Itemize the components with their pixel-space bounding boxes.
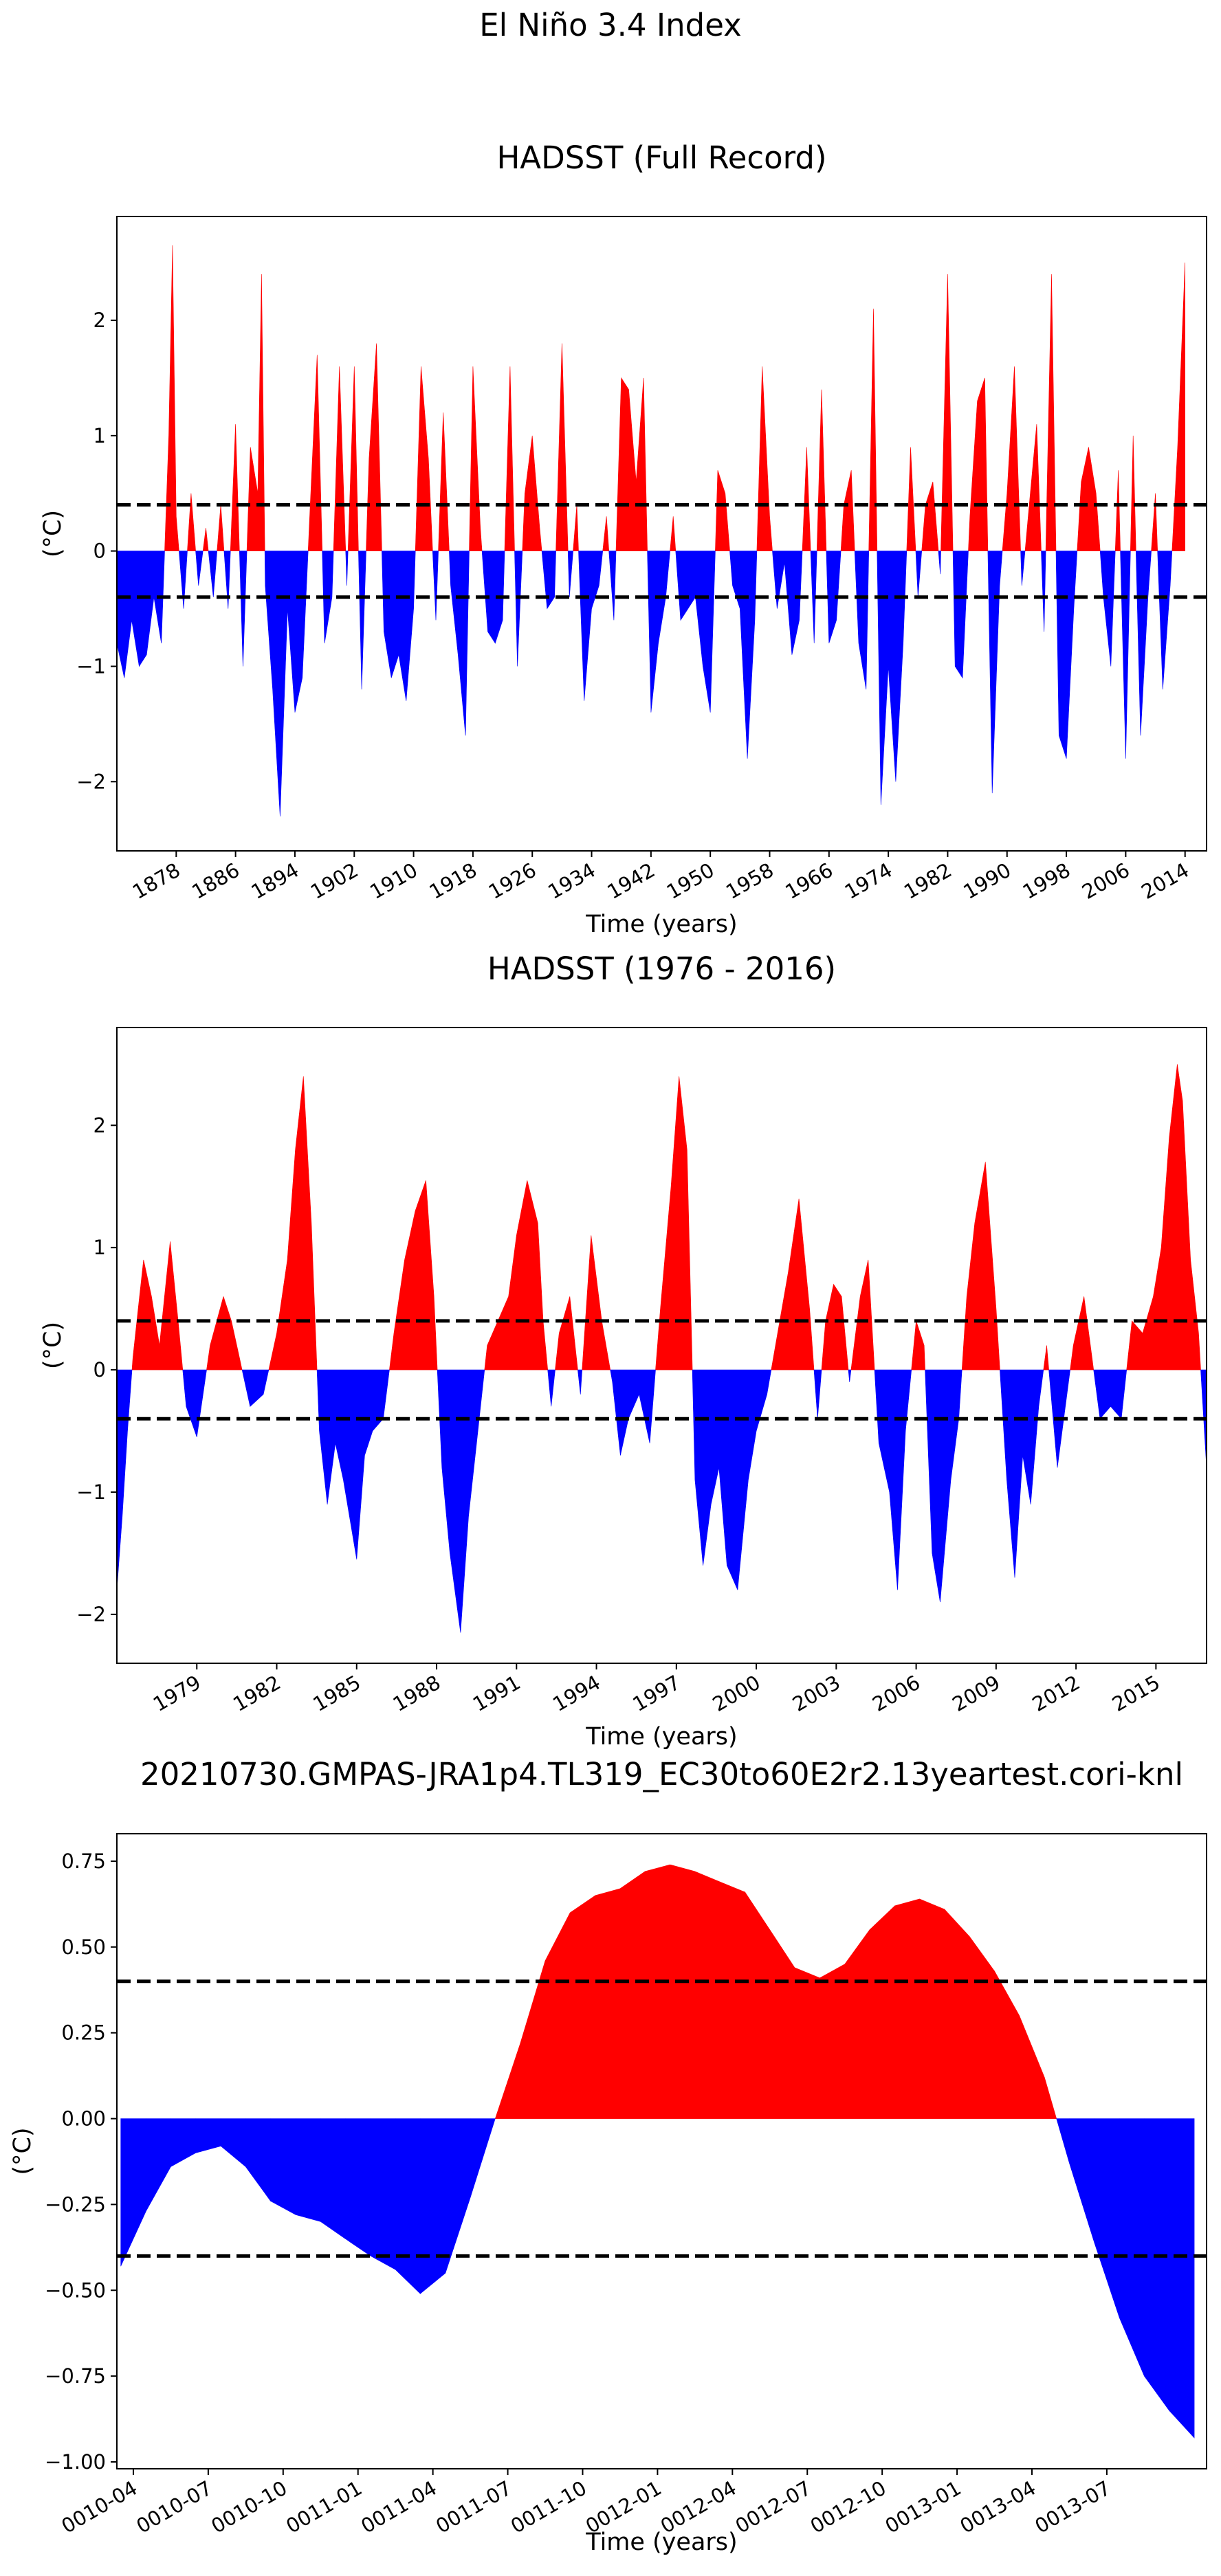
axes-frame [116, 1833, 1207, 2469]
y-tick-label: −1.00 [45, 2450, 106, 2474]
x-tick-label: 1982 [229, 1671, 285, 1716]
x-tick-label: 2009 [948, 1671, 1004, 1716]
y-axis-label: (°C) [39, 1322, 67, 1369]
x-tick-label: 1886 [188, 858, 243, 904]
plot-area [117, 1064, 1207, 1633]
y-tick-label: −0.25 [45, 2192, 106, 2216]
x-tick-label: 2014 [1137, 858, 1193, 904]
x-tick-label: 1991 [469, 1671, 525, 1716]
x-tick-label: 0011-10 [507, 2476, 591, 2538]
series-negative-fill [120, 2118, 1195, 2439]
y-tick-label: 0.50 [61, 1935, 106, 1959]
y-axis-label: (°C) [9, 2127, 36, 2175]
axes-frame [116, 216, 1207, 852]
x-tick-label: 1958 [722, 858, 778, 904]
x-tick-label: 0010-04 [58, 2476, 142, 2538]
series-positive-fill [494, 1864, 1057, 2119]
x-tick-label: 1985 [309, 1671, 364, 1716]
x-tick-label: 0010-07 [132, 2476, 216, 2538]
x-tick-label: 0011-01 [282, 2476, 366, 2538]
y-tick-label: 0.25 [61, 2021, 106, 2045]
series-positive-fill [164, 245, 1185, 551]
series-negative-fill [117, 1369, 1207, 1633]
chart-panel-model-run: 20210730.GMPAS-JRA1p4.TL319_EC30to60E2r2… [9, 1756, 1207, 2556]
x-tick-label: 1910 [366, 858, 421, 904]
y-tick-label: −0.50 [45, 2278, 106, 2302]
series-negative-fill [117, 551, 1173, 817]
y-tick-label: 1 [94, 424, 106, 447]
x-tick-label: 0011-07 [432, 2476, 516, 2538]
x-tick-label: 1902 [307, 858, 362, 904]
x-tick-label: 1979 [149, 1671, 205, 1716]
y-tick-label: 2 [94, 309, 106, 332]
x-tick-label: 2000 [709, 1671, 764, 1716]
x-axis-label: Time (years) [585, 1723, 737, 1751]
x-tick-label: 0012-10 [806, 2476, 890, 2538]
x-tick-label: 1994 [549, 1671, 604, 1716]
y-tick-label: 2 [94, 1113, 106, 1137]
x-tick-label: 1926 [485, 858, 540, 904]
x-tick-label: 1918 [425, 858, 481, 904]
x-axis-label: Time (years) [585, 2529, 737, 2556]
y-tick-label: −1 [76, 1480, 106, 1504]
chart-title: 20210730.GMPAS-JRA1p4.TL319_EC30to60E2r2… [140, 1756, 1183, 1792]
y-tick-label: −0.75 [45, 2364, 106, 2388]
plot-area [117, 1864, 1207, 2439]
x-tick-label: 2012 [1028, 1671, 1084, 1716]
y-tick-label: 0 [94, 1358, 106, 1381]
series-positive-fill [131, 1064, 1201, 1370]
x-tick-label: 1966 [781, 858, 837, 904]
x-tick-label: 2015 [1108, 1671, 1164, 1716]
x-tick-label: 1997 [628, 1671, 684, 1716]
x-tick-label: 2003 [789, 1671, 844, 1716]
y-tick-label: −2 [76, 1603, 106, 1626]
x-tick-label: 0013-04 [956, 2476, 1040, 2538]
x-tick-label: 1942 [603, 858, 659, 904]
x-tick-label: 1934 [544, 858, 600, 904]
x-tick-label: 1998 [1019, 858, 1075, 904]
figure-suptitle: El Niño 3.4 Index [479, 7, 742, 43]
y-tick-label: −2 [76, 770, 106, 793]
axes-frame [116, 1027, 1207, 1664]
x-tick-label: 1950 [663, 858, 718, 904]
y-axis-label: (°C) [39, 510, 67, 557]
y-tick-label: 1 [94, 1236, 106, 1259]
y-tick-label: 0 [94, 540, 106, 563]
y-tick-label: 0.00 [61, 2107, 106, 2131]
x-tick-label: 2006 [1078, 858, 1134, 904]
chart-title: HADSST (1976 - 2016) [487, 951, 836, 987]
x-tick-label: 1982 [900, 858, 956, 904]
x-tick-label: 0013-01 [881, 2476, 965, 2538]
x-tick-label: 0010-10 [207, 2476, 291, 2538]
x-tick-label: 1974 [841, 858, 896, 904]
x-tick-label: 2006 [868, 1671, 924, 1716]
x-tick-label: 1894 [248, 858, 303, 904]
x-axis-label: Time (years) [585, 911, 737, 938]
chart-panel-1976-2016: HADSST (1976 - 2016) 2 1 0 −1 −2 1979 1982 1985 1… [39, 951, 1207, 1751]
x-tick-label: 0012-07 [732, 2476, 815, 2538]
y-tick-label: 0.75 [61, 1850, 106, 1873]
x-tick-label: 1878 [129, 858, 184, 904]
x-tick-label: 1988 [389, 1671, 445, 1716]
plot-area [117, 245, 1207, 817]
y-tick-label: −1 [76, 654, 106, 678]
chart-title: HADSST (Full Record) [496, 140, 826, 176]
x-tick-label: 0011-04 [357, 2476, 441, 2538]
x-tick-label: 0013-07 [1031, 2476, 1114, 2538]
x-tick-label: 1990 [959, 858, 1015, 904]
